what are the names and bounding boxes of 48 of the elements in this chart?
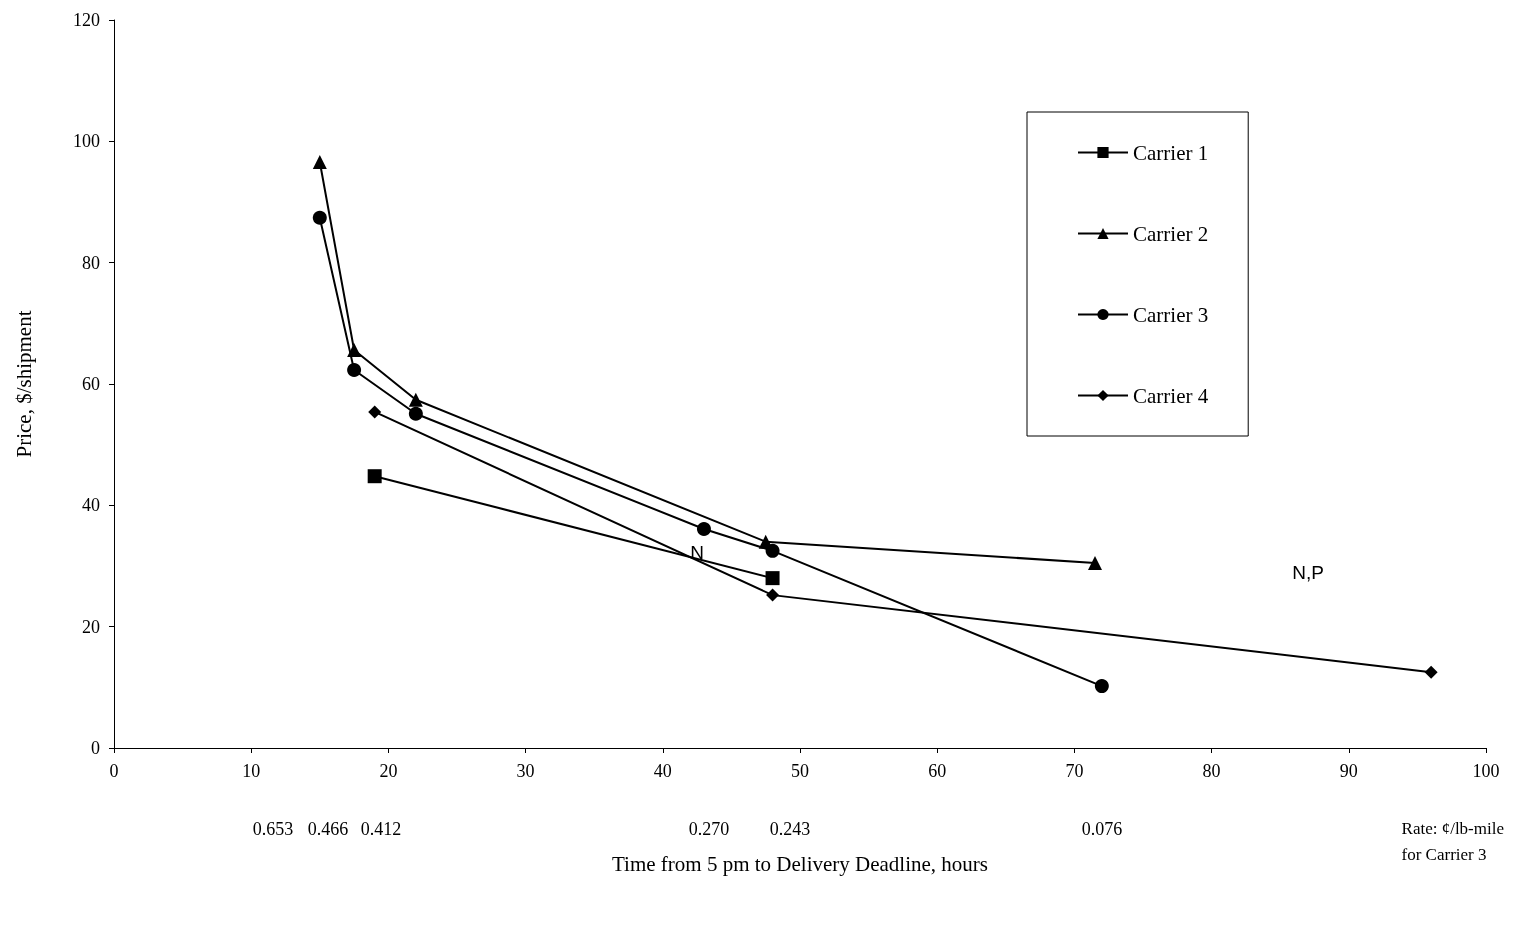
legend-label: Carrier 3 [1133,302,1209,327]
y-tick-label: 120 [73,10,100,30]
text: 0.270 [688,819,730,839]
point [765,543,780,558]
x-tick-label: 90 [1339,761,1358,781]
x-tick-label: 10 [242,761,261,781]
x-tick-label: 50 [791,761,809,781]
y-tick-label: 40 [82,495,100,516]
y-tick-label: 20 [82,616,100,637]
annotation: N,P [1292,561,1324,583]
point [367,469,382,484]
text: 0.653 [252,819,294,839]
legend-label: Carrier 4 [1133,383,1209,408]
point [408,392,423,407]
x-tick-label: 60 [928,761,947,781]
y-tick-label: 0 [91,738,100,758]
x-tick-label: 30 [516,761,535,781]
y-tick-label: 60 [82,374,100,394]
text: Rate: ¢/lb-mile for Carrier 3 [1401,818,1504,864]
annotation: N [690,541,704,563]
legend-label: Carrier 2 [1133,221,1209,246]
point [696,522,711,536]
point [312,210,327,225]
text: 0.412 [360,819,402,839]
point [766,588,780,602]
text: 0.076 [1081,819,1123,839]
point [1424,665,1438,679]
y-tick-label: 80 [82,252,100,273]
point [347,363,362,378]
legend-label: Carrier 1 [1133,140,1209,165]
x-tick-label: 80 [1202,761,1221,781]
x-tick-label: 70 [1065,761,1084,781]
x-axis-title: Time from 5 pm to Delivery Deadline, hours [611,851,989,876]
point [1087,555,1102,570]
point [765,571,780,586]
x-tick-label: 0 [109,761,119,781]
y-tick-label: 100 [73,131,100,152]
point [368,405,382,419]
point [312,154,327,169]
x-tick-label: 40 [653,761,672,781]
point [347,343,362,358]
x-tick-label: 20 [379,761,398,781]
text: 0.243 [769,819,811,839]
x-tick-label: 100 [1472,761,1500,781]
point [408,406,423,421]
y-axis-title: Price, $/shipment [11,310,36,458]
text: 0.466 [307,819,349,839]
point [1094,679,1109,694]
